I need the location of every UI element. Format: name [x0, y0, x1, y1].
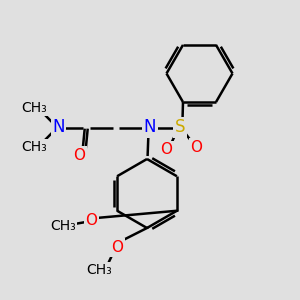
Text: O: O [111, 240, 123, 255]
Text: CH₃: CH₃ [50, 220, 76, 233]
Text: O: O [160, 142, 172, 158]
Text: CH₃: CH₃ [22, 140, 47, 154]
Text: O: O [85, 213, 98, 228]
Text: O: O [190, 140, 202, 154]
Text: N: N [144, 118, 156, 136]
Text: N: N [52, 118, 65, 136]
Text: CH₃: CH₃ [86, 263, 112, 277]
Text: S: S [175, 118, 185, 136]
Text: CH₃: CH₃ [22, 101, 47, 115]
Text: O: O [74, 148, 86, 163]
